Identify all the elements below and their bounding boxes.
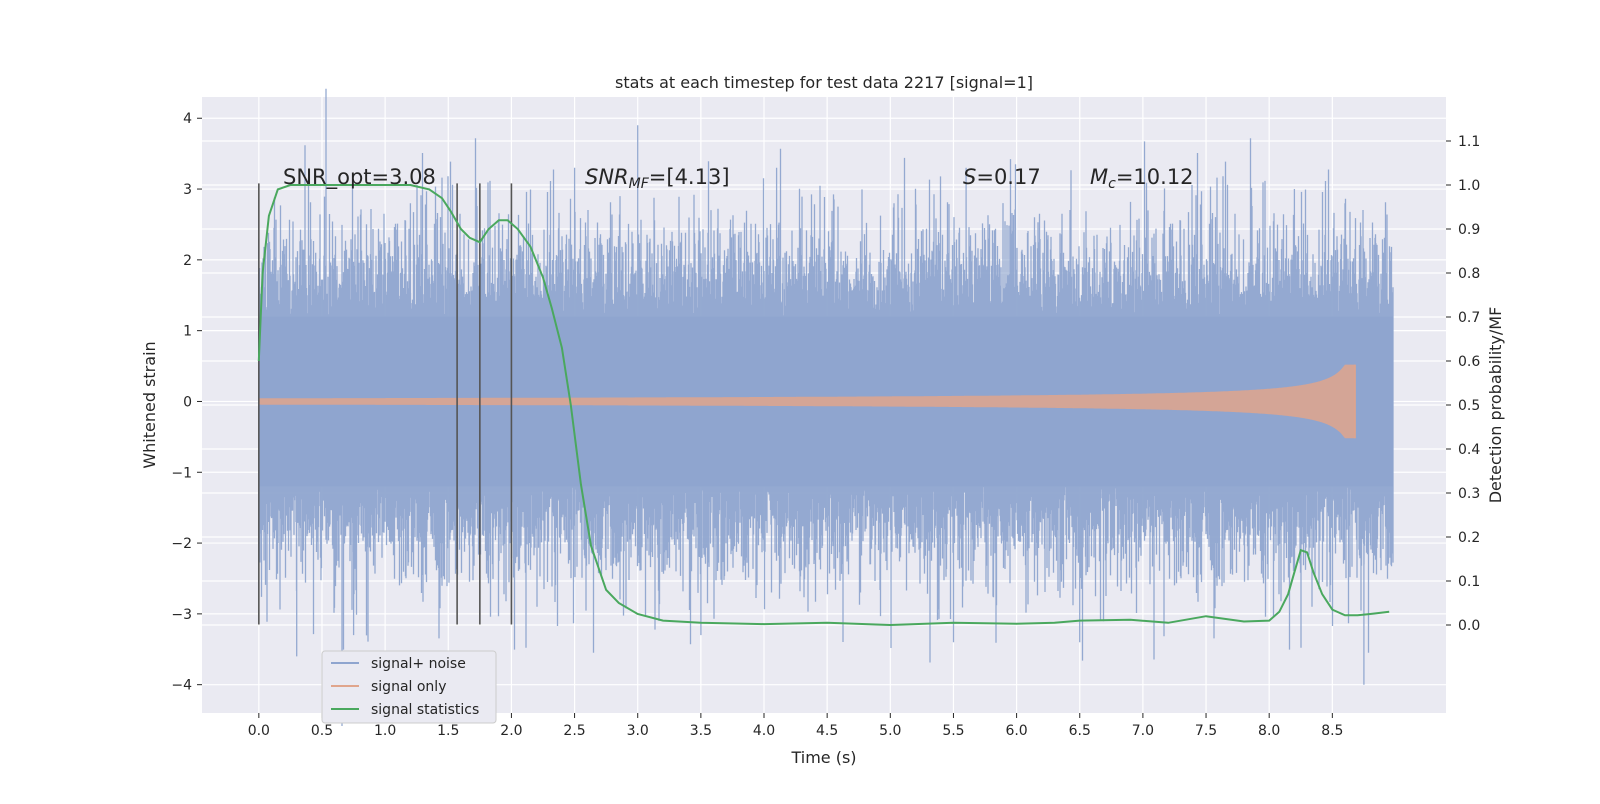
x-tick-label: 5.0 [879, 723, 901, 739]
x-tick-label: 0.5 [311, 723, 333, 739]
y-tick-label: 1 [183, 324, 192, 340]
y-axis-right: 0.0 0.1 0.2 0.3 0.4 0.5 0.6 0.7 0.8 0.9 1.0 1.1 [1446, 134, 1480, 634]
legend-label-signal-noise: signal+ noise [371, 656, 466, 672]
series-signal-statistics [257, 184, 1390, 627]
x-tick-label: 1.0 [374, 723, 396, 739]
y2-tick-label: 0.5 [1458, 398, 1480, 414]
y2-tick-label: 0.0 [1458, 618, 1480, 634]
x-tick-label: 8.5 [1321, 723, 1343, 739]
x-tick-label: 3.0 [627, 723, 649, 739]
x-tick-label: 2.5 [563, 723, 585, 739]
x-tick-label: 5.5 [942, 723, 964, 739]
x-axis: 0.0 0.5 1.0 1.5 2.0 2.5 3.0 3.5 4.0 4.5 5.0 5.5 6.0 6… [248, 713, 1343, 739]
x-tick-label: 0.0 [248, 723, 270, 739]
y-tick-label: −2 [171, 536, 192, 552]
x-tick-label: 3.5 [690, 723, 712, 739]
x-tick-label: 2.0 [500, 723, 522, 739]
x-tick-label: 4.5 [816, 723, 838, 739]
y-tick-label: 3 [183, 182, 192, 198]
y2-tick-label: 0.8 [1458, 266, 1480, 282]
y2-tick-label: 0.3 [1458, 486, 1480, 502]
snr-mf-annotation: SNRMF=[4.13] [585, 165, 730, 192]
snr-mf-value: =[4.13] [649, 165, 730, 189]
x-tick-label: 8.0 [1258, 723, 1280, 739]
y2-tick-label: 0.9 [1458, 222, 1480, 238]
annotations: SNR_opt=3.08 SNRMF=[4.13] S=0.17 Mc=10.1… [283, 165, 1194, 192]
mc-annotation: Mc=10.12 [1090, 165, 1194, 192]
y2-tick-label: 0.7 [1458, 310, 1480, 326]
s-annotation: S=0.17 [963, 165, 1041, 189]
s-value: =0.17 [976, 165, 1040, 189]
x-tick-label: 4.0 [753, 723, 775, 739]
y2-tick-label: 1.0 [1458, 178, 1480, 194]
legend: signal+ noise signal only signal statist… [321, 650, 497, 724]
y2-tick-label: 0.6 [1458, 354, 1480, 370]
snr-mf-subscript: MF [629, 176, 650, 192]
signal-statistics-line [257, 184, 1390, 627]
x-tick-label: 6.0 [1005, 723, 1027, 739]
mc-value: =10.12 [1116, 165, 1194, 189]
y2-tick-label: 0.2 [1458, 530, 1480, 546]
y-tick-label: 2 [183, 253, 192, 269]
x-tick-label: 1.5 [437, 723, 459, 739]
vertical-markers [258, 183, 513, 625]
y-tick-label: −4 [171, 678, 192, 694]
legend-box [321, 650, 497, 724]
snr-opt-annotation: SNR_opt=3.08 [283, 165, 436, 190]
legend-label-signal-only: signal only [371, 679, 446, 695]
x-tick-label: 7.5 [1195, 723, 1217, 739]
series-signal-only [258, 364, 1356, 439]
legend-label-signal-statistics: signal statistics [371, 702, 479, 718]
x-tick-label: 6.5 [1069, 723, 1091, 739]
y-axis-left: −4 −3 −2 −1 0 1 2 3 4 [171, 111, 202, 694]
s-label: S [963, 165, 976, 189]
y-tick-label: −1 [171, 465, 192, 481]
chart-title: stats at each timestep for test data 221… [615, 73, 1033, 92]
mc-label: M [1090, 165, 1108, 189]
y2-tick-label: 1.1 [1458, 134, 1480, 150]
snr-mf-label: SNR [585, 165, 629, 189]
y2-tick-label: 0.4 [1458, 442, 1480, 458]
y-tick-label: 0 [183, 394, 192, 410]
signal-only-envelope [258, 364, 1356, 439]
y-tick-label: −3 [171, 607, 192, 623]
x-tick-label: 7.0 [1132, 723, 1154, 739]
y2-axis-label: Detection probability/MF [1486, 307, 1505, 504]
y-tick-label: 4 [183, 111, 192, 127]
y2-tick-label: 0.1 [1458, 574, 1480, 590]
y-axis-label: Whitened strain [140, 341, 159, 468]
x-axis-label: Time (s) [790, 748, 856, 767]
mc-subscript: c [1108, 176, 1116, 192]
